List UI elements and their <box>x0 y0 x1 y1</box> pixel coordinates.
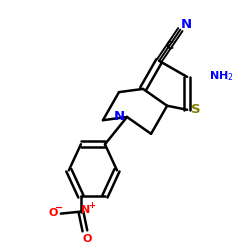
Text: N: N <box>82 204 91 214</box>
Text: O: O <box>82 234 92 244</box>
Text: N: N <box>181 18 192 31</box>
Text: N: N <box>114 110 125 124</box>
Text: S: S <box>191 103 201 116</box>
Text: C: C <box>165 42 173 51</box>
Text: −: − <box>55 203 63 213</box>
Text: NH$_2$: NH$_2$ <box>209 69 234 83</box>
Text: O: O <box>49 208 58 218</box>
Text: +: + <box>88 201 96 210</box>
